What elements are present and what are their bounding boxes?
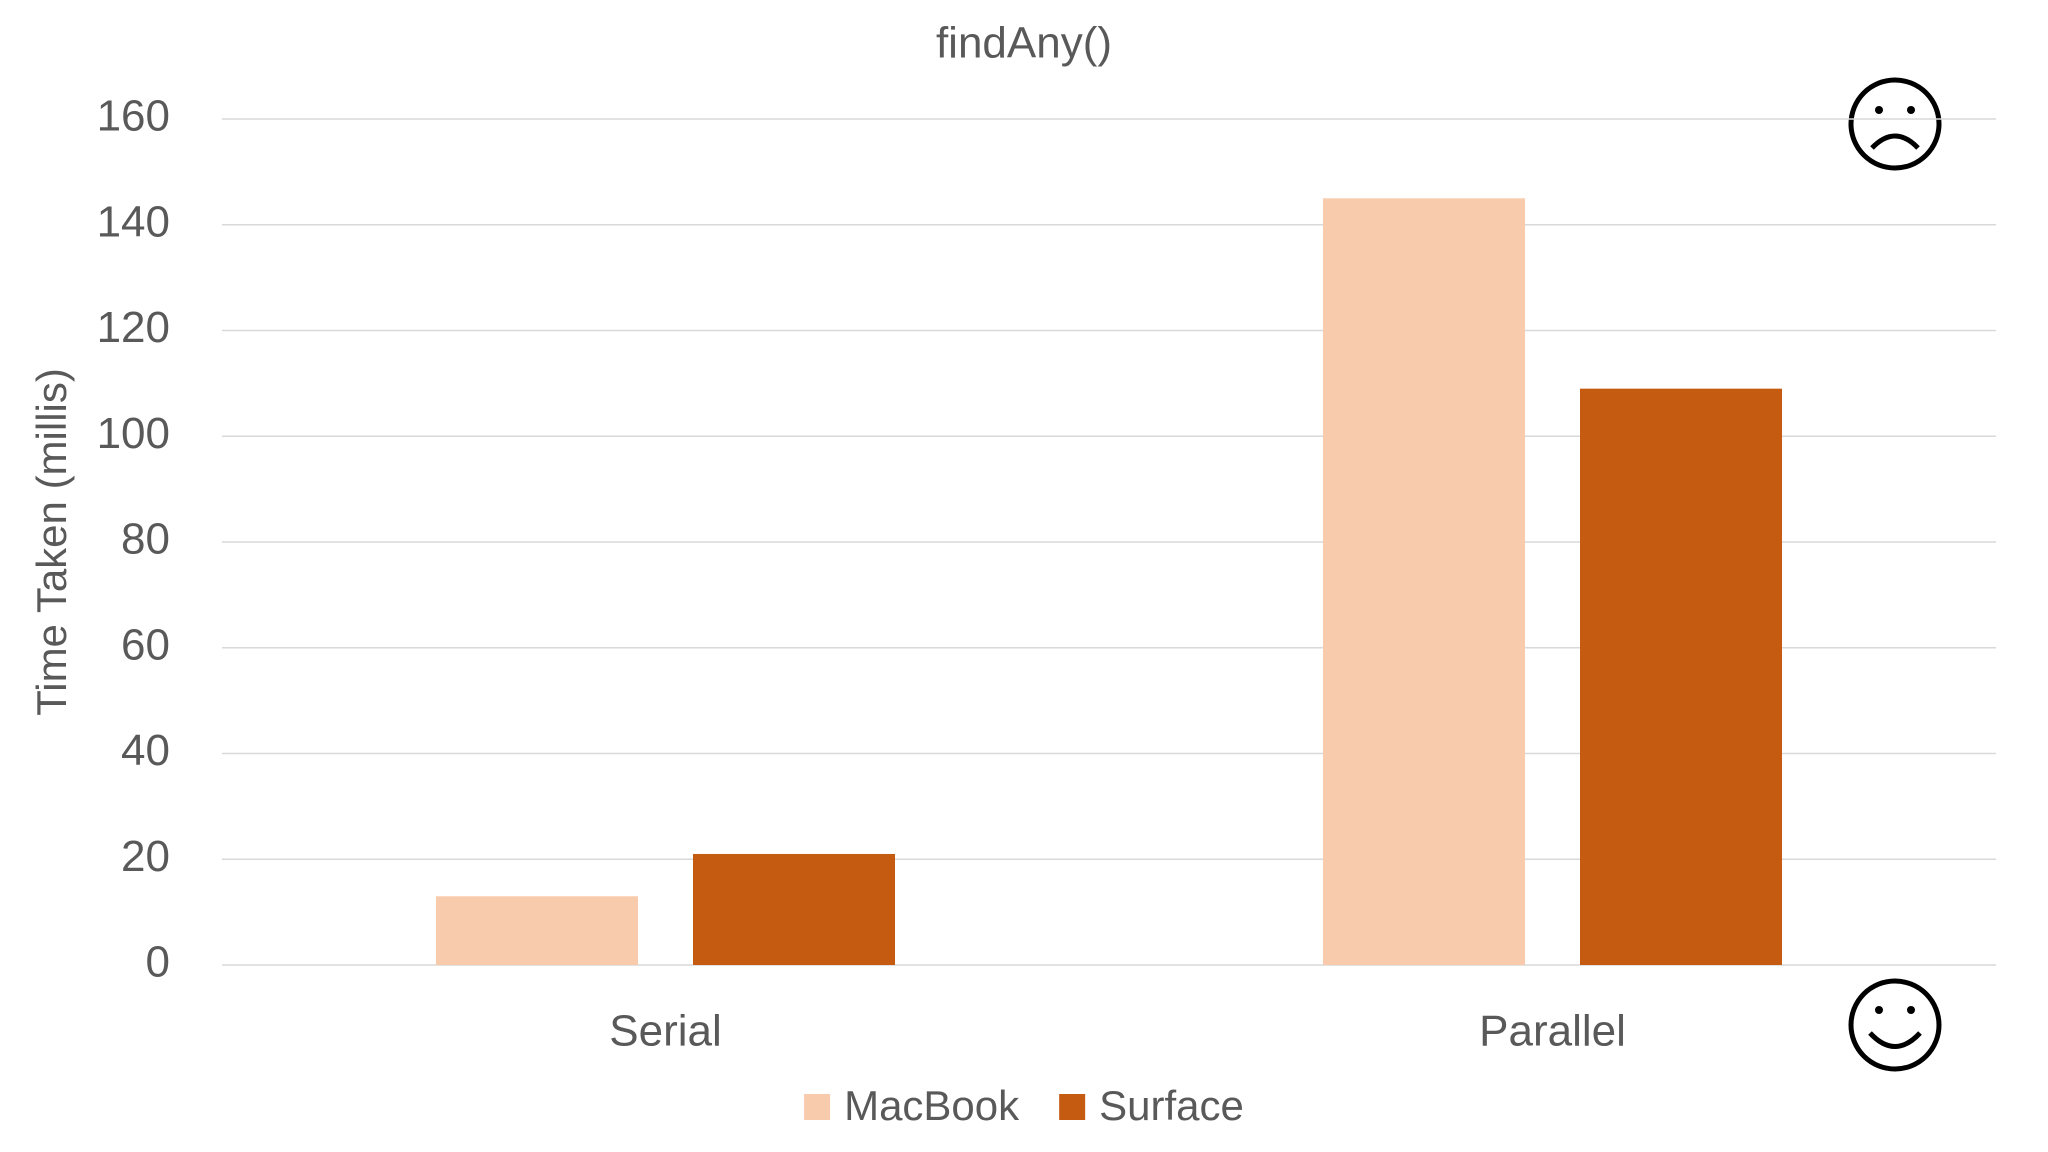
chart-title: findAny(): [936, 19, 1112, 68]
sad-face-icon: [1848, 77, 1942, 171]
y-tick-label: 20: [121, 832, 170, 881]
legend-swatch: [1059, 1094, 1086, 1120]
y-tick-label: 120: [97, 303, 170, 352]
y-tick-label: 160: [97, 92, 170, 141]
y-tick-label: 80: [121, 515, 170, 564]
bar: [436, 896, 638, 965]
y-tick-label: 100: [97, 409, 170, 458]
y-tick-label: 0: [146, 938, 170, 987]
legend-swatch: [804, 1094, 831, 1120]
legend-label: MacBook: [844, 1082, 1020, 1129]
bar: [693, 853, 895, 965]
legend-label: Surface: [1099, 1082, 1244, 1129]
bar: [1323, 198, 1525, 965]
x-tick-label: Serial: [609, 1007, 722, 1056]
y-tick-label: 140: [97, 197, 170, 246]
x-tick-label: Parallel: [1479, 1007, 1626, 1056]
happy-face-icon: [1848, 978, 1942, 1072]
y-tick-label: 40: [121, 726, 170, 775]
y-tick-label: 60: [121, 620, 170, 669]
bar: [1580, 388, 1782, 966]
y-axis-label: Time Taken (millis): [28, 368, 75, 716]
